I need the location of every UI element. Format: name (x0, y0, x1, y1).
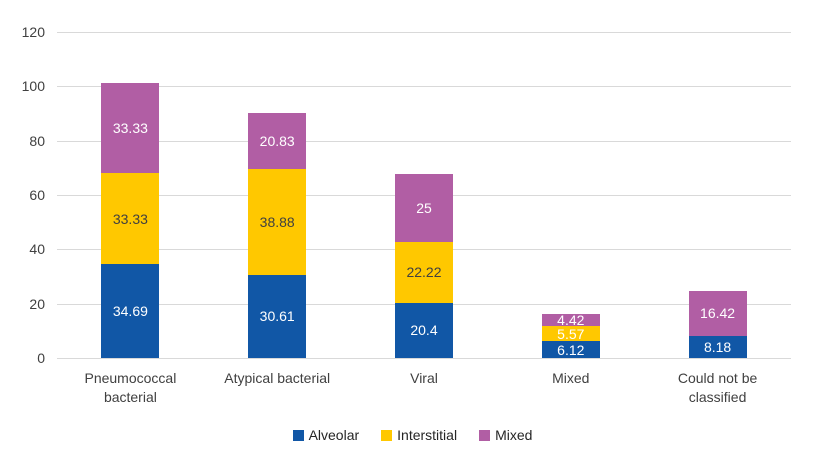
legend-label: Alveolar (308, 427, 360, 443)
segment-value-label: 22.22 (406, 264, 442, 281)
stacked-bar: 8.18 16.42 (688, 291, 747, 358)
y-tick-label: 80 (29, 132, 45, 149)
category-label: Viral (410, 370, 438, 386)
bar-segment-mixed: 33.33 (101, 82, 160, 174)
stacked-bar: 20.4 22.22 25 (394, 174, 453, 358)
segment-value-label: 4.42 (557, 312, 585, 329)
bar-segment-alveolar: 20.4 (394, 302, 453, 358)
legend-marker-icon (381, 429, 393, 441)
bar-segment-interstitial: 5.57 (541, 325, 600, 342)
bar-slot: 30.61 38.88 20.83 (204, 32, 351, 358)
stacked-bar: 6.12 5.57 4.42 (541, 312, 600, 358)
bar-segment-alveolar: 30.61 (248, 274, 307, 358)
segment-value-label: 8.18 (703, 338, 732, 355)
legend-item-mixed: Mixed (479, 428, 532, 442)
bar-slot: 6.12 5.57 4.42 (497, 32, 644, 358)
bar-segment-interstitial: 22.22 (394, 242, 453, 303)
legend-item-alveolar: Alveolar (292, 427, 360, 443)
stacked-bar: 30.61 38.88 20.83 (248, 112, 307, 358)
legend-label: Mixed (495, 427, 533, 443)
legend-item-interstitial: Interstitial (381, 428, 457, 442)
segment-value-label: 20.83 (259, 132, 295, 149)
bar-segment-mixed: 20.83 (248, 112, 307, 170)
stacked-bar: 34.69 33.33 33.33 (101, 82, 160, 358)
bar-segment-interstitial: 33.33 (101, 173, 160, 264)
bar-segment-mixed: 25 (394, 174, 453, 243)
bars-layer: 34.69 33.33 33.33 30.61 38.88 20.83 20.4 22.22 2… (57, 32, 791, 358)
segment-value-label: 33.33 (112, 119, 148, 136)
segment-value-label: 5.57 (557, 325, 585, 342)
segment-value-label: 25 (416, 200, 432, 217)
bar-segment-mixed: 16.42 (688, 291, 747, 336)
legend-label: Interstitial (397, 427, 458, 443)
plot-area: 34.69 33.33 33.33 30.61 38.88 20.83 20.4 22.22 2… (57, 32, 791, 359)
y-tick-label: 60 (29, 187, 45, 203)
category-label: Mixed (552, 370, 590, 386)
gridline (57, 86, 791, 88)
category-label: Pneumococcal bacterial (84, 370, 177, 405)
gridline (57, 32, 791, 33)
segment-value-label: 20.4 (410, 322, 438, 339)
y-tick-label: 120 (21, 24, 45, 40)
bar-slot: 8.18 16.42 (644, 32, 791, 358)
bar-segment-interstitial: 38.88 (248, 169, 307, 275)
legend-marker-icon (479, 429, 491, 441)
bar-segment-alveolar: 6.12 (541, 341, 600, 358)
segment-value-label: 30.61 (259, 308, 295, 325)
segment-value-label: 16.42 (700, 305, 736, 322)
y-tick-label: 0 (37, 350, 45, 366)
gridline (57, 140, 791, 142)
category-label: Could not be classified (677, 370, 758, 405)
gridline (57, 358, 791, 359)
y-axis: 0 20 40 60 80 100 120 (0, 25, 45, 365)
bar-slot: 20.4 22.22 25 (351, 32, 498, 358)
segment-value-label: 38.88 (259, 214, 295, 231)
segment-value-label: 6.12 (557, 341, 585, 358)
y-tick-label: 100 (21, 78, 45, 95)
y-tick-label: 20 (29, 295, 45, 312)
y-tick-label: 40 (29, 241, 45, 258)
segment-value-label: 34.69 (112, 302, 148, 319)
legend-marker-icon (292, 429, 304, 441)
bar-segment-alveolar: 8.18 (688, 335, 747, 358)
x-axis-labels: Pneumococcal bacterial Atypical bacterial… (57, 369, 791, 407)
bar-segment-mixed: 4.42 (541, 312, 600, 329)
segment-value-label: 33.33 (112, 210, 148, 227)
category-label: Atypical bacterial (224, 370, 331, 386)
legend: Alveolar Interstitial Mixed (0, 428, 825, 442)
bar-segment-alveolar: 34.69 (101, 263, 160, 358)
bar-slot: 34.69 33.33 33.33 (57, 32, 204, 358)
